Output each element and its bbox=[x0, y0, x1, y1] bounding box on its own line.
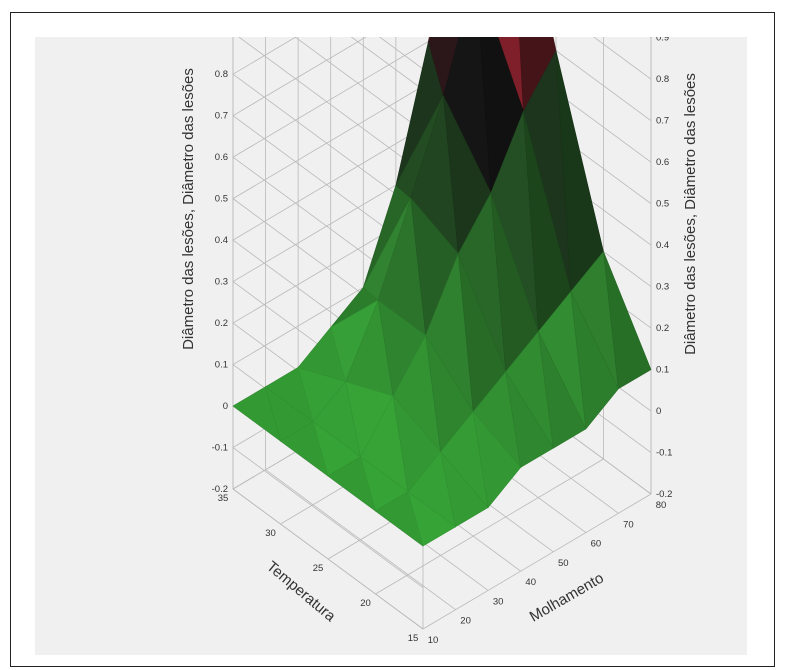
tick-label: 0.1 bbox=[656, 365, 669, 376]
tick-label: 30 bbox=[265, 528, 276, 539]
tick-label: 0.2 bbox=[656, 323, 669, 334]
tick-label: 25 bbox=[313, 563, 324, 574]
tick-label: 35 bbox=[218, 493, 229, 504]
grid-line bbox=[378, 37, 424, 70]
tick-label: -0.1 bbox=[212, 443, 228, 454]
axis-label: Diâmetro das lesões, Diâmetro das lesões bbox=[682, 73, 699, 355]
tick-label: 30 bbox=[493, 596, 504, 607]
grid-line bbox=[422, 493, 652, 630]
tick-label: 0.6 bbox=[215, 152, 228, 163]
axis-label: Molhamento bbox=[527, 570, 607, 626]
grid-line bbox=[232, 37, 297, 75]
grid-line bbox=[238, 37, 424, 174]
grid-line bbox=[232, 73, 424, 215]
tick-label: 15 bbox=[408, 633, 419, 644]
tick-label: 0.1 bbox=[215, 360, 228, 371]
grid-line bbox=[232, 37, 367, 117]
tick-label: 80 bbox=[656, 500, 667, 511]
axis-label: Diâmetro das lesões, Diâmetro das lesões bbox=[180, 68, 197, 350]
tick-label: 0.7 bbox=[656, 116, 669, 127]
surface-facet bbox=[407, 491, 457, 547]
surface-facet bbox=[538, 331, 587, 449]
tick-label: 0.6 bbox=[656, 157, 669, 168]
tick-label: 0.4 bbox=[656, 240, 669, 251]
plot-area: 1010202030304040505060607070808015152020… bbox=[35, 37, 747, 655]
tick-label: 0.5 bbox=[656, 199, 669, 210]
surface-facet bbox=[440, 450, 489, 528]
tick-label: -0.2 bbox=[656, 489, 672, 500]
tick-label: 20 bbox=[460, 616, 471, 627]
grid-line bbox=[232, 447, 424, 588]
tick-label: 0.4 bbox=[215, 235, 228, 246]
surface-facet bbox=[428, 37, 460, 97]
tick-label: 60 bbox=[591, 539, 602, 550]
tick-label: -0.1 bbox=[656, 448, 672, 459]
tick-label: 0.9 bbox=[215, 37, 228, 39]
tick-label: 0.2 bbox=[215, 318, 228, 329]
tick-label: 0 bbox=[656, 406, 661, 417]
axis-label: Temperatura bbox=[263, 558, 339, 626]
grid-line bbox=[232, 37, 437, 158]
tick-label: 0.8 bbox=[656, 74, 669, 85]
grid-line bbox=[350, 37, 424, 91]
grid-line bbox=[294, 37, 424, 132]
surface-facet bbox=[603, 251, 652, 390]
tick-label: 0.7 bbox=[215, 111, 228, 122]
surface bbox=[232, 37, 652, 547]
tick-label: 50 bbox=[558, 558, 569, 569]
tick-label: 40 bbox=[525, 577, 536, 588]
tick-labels: 1010202030304040505060607070808015152020… bbox=[212, 37, 673, 646]
tick-label: 0.3 bbox=[656, 282, 669, 293]
tick-label: 70 bbox=[623, 519, 634, 530]
tick-label: -0.2 bbox=[212, 484, 228, 495]
surface-facet bbox=[472, 410, 522, 509]
tick-label: 0 bbox=[223, 401, 228, 412]
tick-label: 0.8 bbox=[215, 69, 228, 80]
surface-plot: 1010202030304040505060607070808015152020… bbox=[180, 37, 699, 646]
grid-line bbox=[593, 37, 652, 80]
surface-facet bbox=[570, 291, 619, 430]
tick-label: 0.9 bbox=[656, 37, 669, 44]
tick-label: 10 bbox=[428, 635, 439, 646]
tick-label: 0.5 bbox=[215, 194, 228, 205]
grid-line bbox=[232, 488, 424, 630]
tick-label: 0.3 bbox=[215, 277, 228, 288]
figure-frame: 1010202030304040505060607070808015152020… bbox=[10, 12, 775, 667]
grid-line bbox=[375, 458, 604, 595]
tick-label: 20 bbox=[360, 598, 371, 609]
surface-facet bbox=[505, 371, 554, 468]
